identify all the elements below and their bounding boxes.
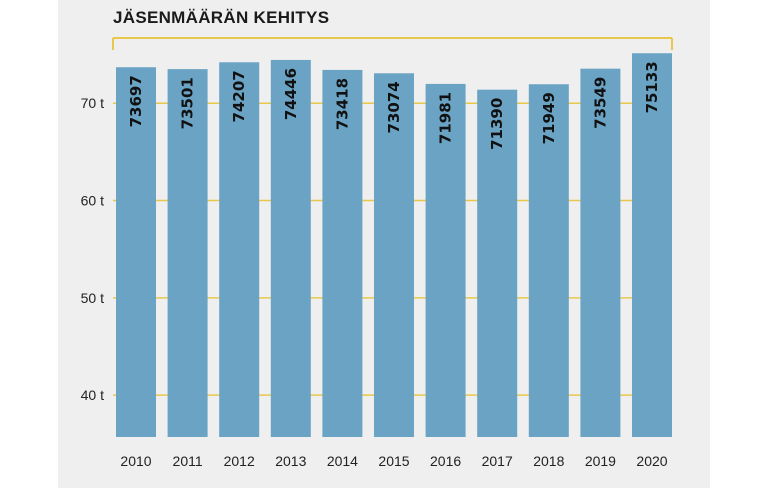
bar xyxy=(270,59,311,437)
x-tick-label: 2017 xyxy=(482,453,513,469)
bars: 73697 73501 74207 74446 73418 73074 71981 71390… xyxy=(116,53,672,438)
bar-value-label: 73418 xyxy=(333,78,351,130)
bar-value-label: 73074 xyxy=(385,81,403,133)
x-tick-label: 2018 xyxy=(533,453,564,469)
x-tick-label: 2012 xyxy=(224,453,255,469)
bar-value-label: 73697 xyxy=(127,75,145,127)
bar xyxy=(374,73,414,437)
bar xyxy=(477,89,518,438)
bar-value-label: 71981 xyxy=(437,92,455,144)
bar xyxy=(632,53,672,438)
y-tick-label: 60 t xyxy=(81,193,104,209)
bar xyxy=(219,62,260,438)
x-axis-ticks: 2010 2011 2012 2013 2014 2015 2016 2017 2018 2019… xyxy=(120,453,667,469)
bar-value-label: 71390 xyxy=(488,98,506,150)
bar-value-label: 73549 xyxy=(591,77,609,129)
bar-value-label: 74207 xyxy=(230,70,248,122)
x-tick-label: 2010 xyxy=(120,453,151,469)
x-tick-label: 2011 xyxy=(173,453,203,469)
bar-value-label: 71949 xyxy=(540,92,558,144)
x-tick-label: 2014 xyxy=(327,453,358,469)
x-tick-label: 2019 xyxy=(585,453,616,469)
y-tick-label: 50 t xyxy=(81,290,104,306)
chart-title: JÄSENMÄÄRÄN KEHITYS xyxy=(113,8,330,27)
bar xyxy=(167,69,208,438)
y-tick-label: 70 t xyxy=(81,95,104,111)
bar-value-label: 73501 xyxy=(179,77,197,129)
y-tick-label: 40 t xyxy=(81,387,104,403)
x-tick-label: 2016 xyxy=(430,453,461,469)
x-tick-label: 2020 xyxy=(636,453,667,469)
bar xyxy=(580,68,621,437)
x-tick-label: 2015 xyxy=(378,453,409,469)
x-tick-label: 2013 xyxy=(275,453,306,469)
bar xyxy=(425,83,466,438)
bar-value-label: 75133 xyxy=(643,61,661,113)
bar-value-label: 74446 xyxy=(282,68,300,120)
bar xyxy=(528,84,569,437)
bar xyxy=(116,67,156,438)
bar xyxy=(322,69,363,438)
y-axis-ticks: 40 t 50 t 60 t 70 t xyxy=(81,95,104,403)
